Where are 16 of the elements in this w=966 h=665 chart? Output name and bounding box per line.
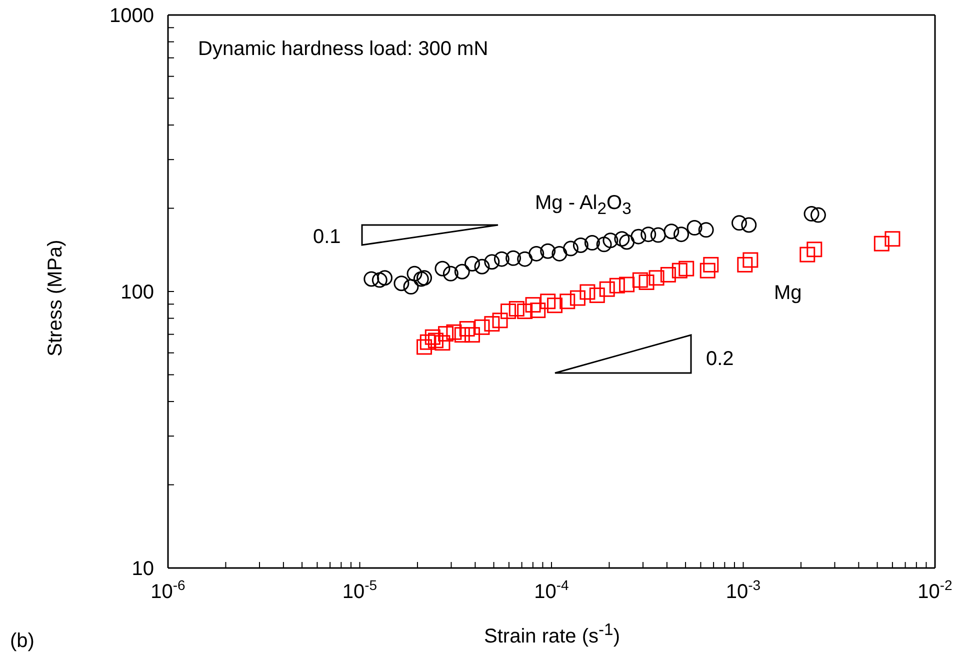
y-tick-label: 100	[120, 282, 154, 304]
x-tick-label: 10$^{-4}$	[534, 577, 570, 603]
text: (b)	[10, 630, 34, 653]
text: Dynamic hardness load: 300 mN	[198, 38, 488, 61]
x-tick-label: 10$^{-2}$	[918, 577, 953, 603]
y-axis-title: Stress (MPa)	[44, 240, 68, 356]
series-label: Mg - Al$_{2}$O$_{3}$	[535, 192, 632, 219]
series-label: Mg	[774, 282, 802, 305]
x-tick-label: 10$^{-5}$	[342, 577, 378, 603]
x-tick-label: 10$^{-3}$	[726, 577, 761, 603]
x-axis-title: Strain rate (s$^{-1}$)	[483, 620, 621, 649]
annotation: 0.2	[706, 348, 734, 371]
x-tick-label: 10$^{-6}$	[150, 577, 186, 603]
y-tick-label: 10	[132, 558, 154, 580]
y-tick-label: 1000	[110, 5, 154, 27]
annotation: 0.1	[313, 226, 341, 249]
